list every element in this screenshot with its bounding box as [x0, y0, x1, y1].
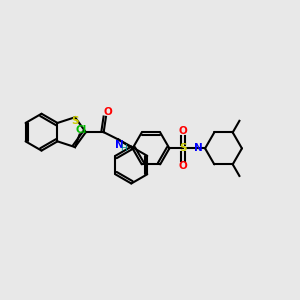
Text: S: S	[71, 116, 79, 126]
Text: Cl: Cl	[75, 125, 87, 135]
Text: N: N	[115, 140, 123, 150]
Text: S: S	[179, 143, 187, 153]
Text: N: N	[194, 143, 203, 153]
Text: H: H	[120, 145, 127, 154]
Text: O: O	[178, 126, 187, 136]
Text: O: O	[178, 161, 187, 171]
Text: O: O	[104, 106, 113, 116]
